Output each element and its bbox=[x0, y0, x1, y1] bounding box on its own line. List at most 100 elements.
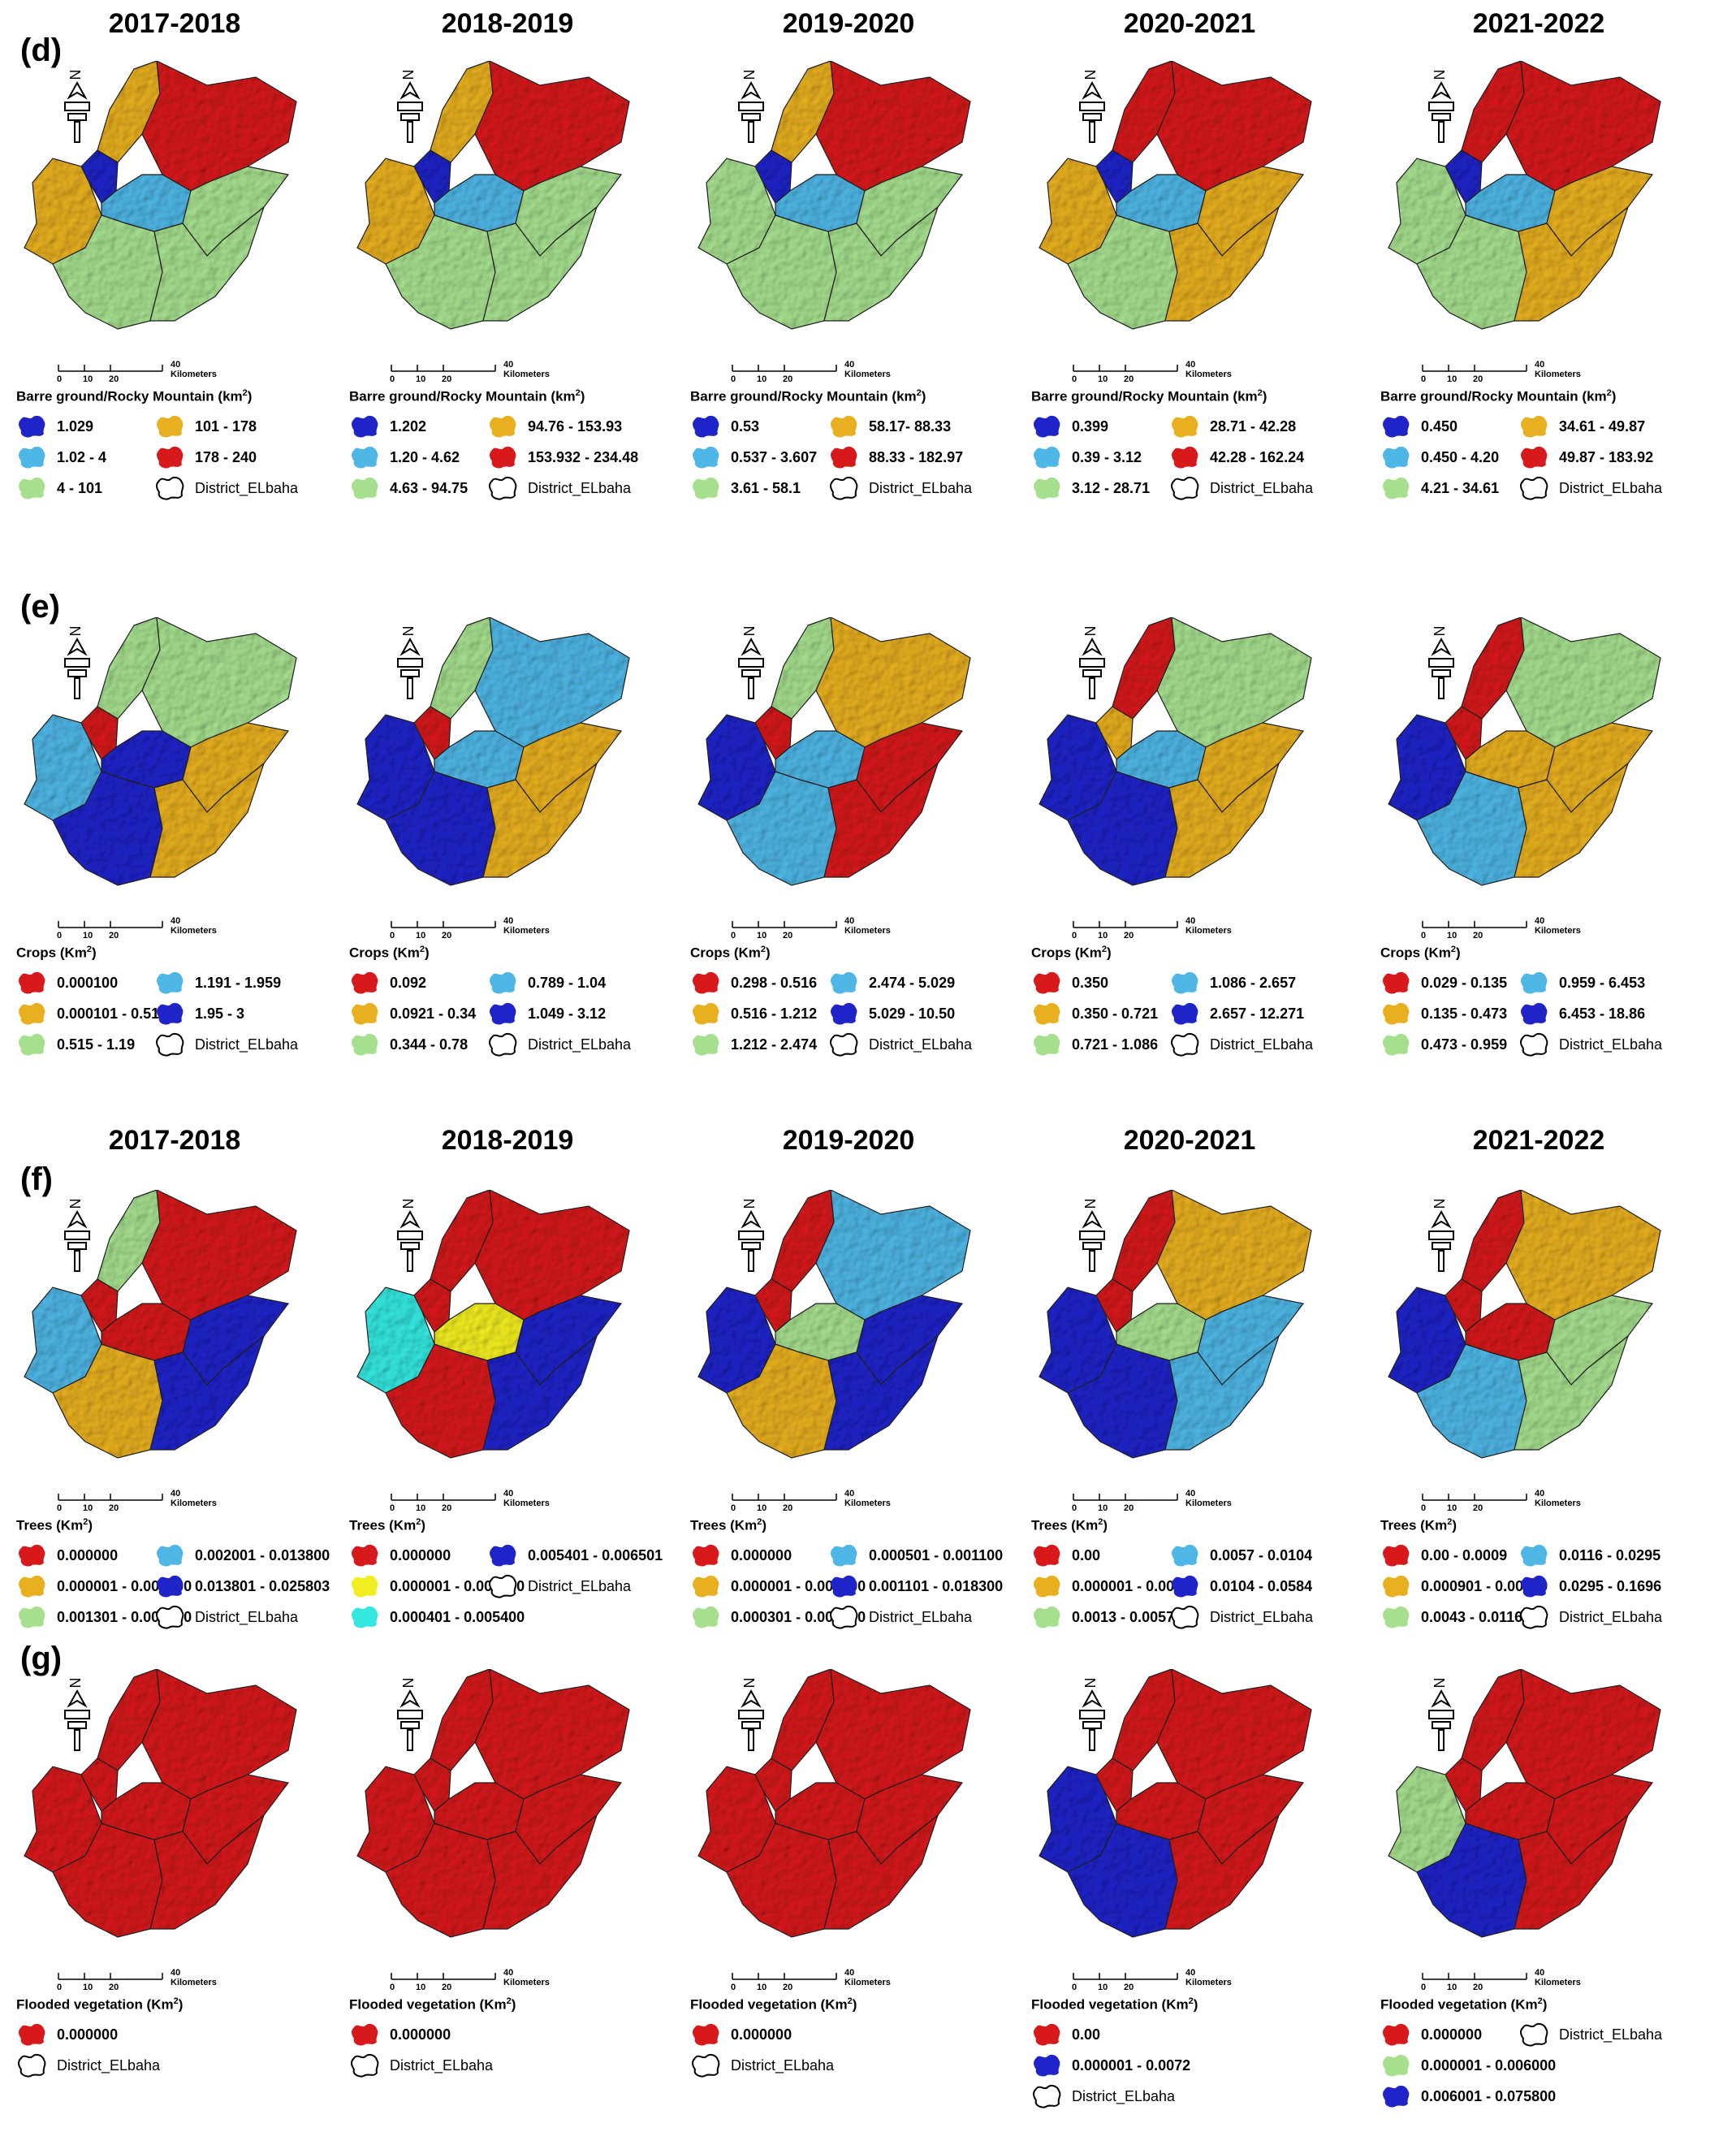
svg-text:N: N bbox=[67, 1199, 84, 1209]
legend-label: 0.473 - 0.959 bbox=[1421, 1036, 1508, 1053]
scale-tick: 0 bbox=[1072, 374, 1077, 384]
legend-item: 0.450 bbox=[1380, 414, 1457, 439]
legend-label: 2.657 - 12.271 bbox=[1210, 1005, 1305, 1022]
district-map-panel: N 40 Kilometers 0 10 20 Barre ground/Rocky Mo… bbox=[1015, 49, 1356, 536]
legend-swatch-icon bbox=[693, 2023, 719, 2046]
legend-swatch-icon bbox=[156, 476, 184, 500]
legend-label: 3.12 - 28.71 bbox=[1072, 479, 1151, 496]
legend-swatch-icon bbox=[1033, 2084, 1061, 2108]
scale-tick: 10 bbox=[1447, 1983, 1457, 1992]
panel-label: (d) bbox=[20, 32, 63, 68]
scale-bar: 40 Kilometers 0 10 20 bbox=[57, 1489, 217, 1513]
legend-title-close: ) bbox=[580, 388, 585, 404]
legend-label: 0.350 - 0.721 bbox=[1072, 1005, 1159, 1022]
scale-tick: 10 bbox=[1098, 374, 1108, 384]
scale-tick: 0 bbox=[731, 1983, 736, 1992]
legend-label: District_ELbaha bbox=[1559, 479, 1663, 496]
legend-title-close: ) bbox=[88, 1517, 93, 1533]
legend-label: 0.537 - 3.607 bbox=[731, 448, 818, 465]
legend-label: 0.000000 bbox=[1421, 2026, 1483, 2043]
legend-label: 0.013801 - 0.025803 bbox=[195, 1577, 330, 1594]
svg-text:N: N bbox=[400, 70, 417, 80]
legend-item-district: District_ELbaha bbox=[1518, 476, 1662, 500]
legend-item: 153.932 - 234.48 bbox=[487, 445, 638, 469]
legend-title-text: Crops (Km bbox=[1031, 945, 1102, 961]
district-region bbox=[149, 1334, 266, 1451]
scale-bar-icon bbox=[1422, 365, 1527, 372]
legend-title-close: ) bbox=[425, 945, 430, 961]
scale-bar-icon bbox=[1073, 1494, 1178, 1501]
legend-item: 0.013801 - 0.025803 bbox=[154, 1574, 330, 1598]
north-arrow: N bbox=[1072, 621, 1112, 703]
legend-item: 0.450 - 4.20 bbox=[1380, 445, 1499, 469]
legend-label: 0.002001 - 0.013800 bbox=[195, 1546, 330, 1563]
legend-item: 0.00 - 0.0009 bbox=[1380, 1543, 1507, 1568]
year-heading: 2019-2020 bbox=[782, 8, 915, 39]
legend-swatch-icon bbox=[1034, 1606, 1060, 1628]
legend-label: 0.000401 - 0.005400 bbox=[390, 1608, 525, 1625]
scale-tick: 10 bbox=[416, 1983, 426, 1992]
legend-title-close: ) bbox=[852, 1996, 857, 2013]
legend-title-text: Barre ground/Rocky Mountain (km bbox=[349, 388, 576, 404]
district-map bbox=[1388, 61, 1661, 330]
scale-bar-icon bbox=[391, 1973, 496, 1980]
district-region bbox=[1514, 205, 1630, 322]
legend-item: 0.000000 bbox=[690, 2022, 792, 2047]
legend-label: 3.61 - 58.1 bbox=[731, 479, 801, 496]
legend-label: 1.212 - 2.474 bbox=[731, 1036, 818, 1053]
legend-swatch-icon bbox=[352, 1002, 378, 1025]
legend-label: 0.350 bbox=[1072, 974, 1109, 991]
scale-tick: 0 bbox=[731, 1503, 736, 1513]
district-map bbox=[697, 1190, 971, 1459]
legend-item-district: District_ELbaha bbox=[349, 2053, 493, 2078]
legend-item: 0.350 bbox=[1031, 971, 1108, 995]
legend-label: 0.000901 - 0.00429 bbox=[1421, 1577, 1548, 1594]
legend-label: 0.0921 - 0.34 bbox=[390, 1005, 477, 1022]
north-arrow-icon: N bbox=[1428, 1199, 1454, 1272]
north-arrow: N bbox=[1421, 1673, 1462, 1754]
legend-title-text: Flooded vegetation (Km bbox=[690, 1996, 848, 2013]
scale-bar: 40 Kilometers 0 10 20 bbox=[1421, 1968, 1581, 1992]
legend-swatch-icon bbox=[1034, 415, 1060, 438]
scale-label: 40 Kilometers bbox=[503, 360, 550, 379]
scale-tick: 20 bbox=[109, 931, 119, 941]
legend-swatch-icon bbox=[1383, 446, 1410, 469]
scale-tick: 10 bbox=[1447, 931, 1457, 941]
svg-text:N: N bbox=[1432, 1199, 1448, 1209]
svg-text:N: N bbox=[400, 1678, 417, 1689]
scale-tick-labels: 40 Kilometers bbox=[844, 360, 891, 379]
legend-label: 0.53 bbox=[731, 417, 760, 435]
legend-item: 0.399 bbox=[1031, 414, 1108, 439]
legend-title-close: ) bbox=[1193, 1996, 1198, 2013]
legend-item: 0.298 - 0.516 bbox=[690, 971, 817, 995]
scale-tick: 20 bbox=[442, 374, 452, 384]
legend-item: 0.00 bbox=[1031, 1543, 1100, 1568]
legend-swatch-icon bbox=[1034, 1544, 1060, 1567]
scale-bar-icon bbox=[1073, 921, 1178, 928]
district-map-panel: N 40 Kilometers 0 10 20 Crops (Km2) 0.000100 0.… bbox=[0, 605, 341, 1092]
scale-tick: 20 bbox=[109, 1503, 119, 1513]
district-region bbox=[1514, 1334, 1630, 1451]
legend-swatch-icon bbox=[352, 2023, 378, 2046]
legend-title-close: ) bbox=[921, 388, 926, 404]
scale-tick: 20 bbox=[783, 1983, 793, 1992]
district-map bbox=[1388, 1669, 1661, 1938]
legend-item: 1.191 - 1.959 bbox=[154, 971, 281, 995]
legend-swatch-icon bbox=[1171, 1032, 1199, 1057]
legend-swatch-icon bbox=[352, 1606, 378, 1628]
legend-label: District_ELbaha bbox=[195, 1608, 299, 1625]
svg-text:N: N bbox=[67, 70, 84, 80]
legend-label: 0.0057 - 0.0104 bbox=[1210, 1546, 1313, 1563]
legend-title: Crops (Km2) bbox=[690, 945, 771, 962]
legend-item: 0.002001 - 0.013800 bbox=[154, 1543, 330, 1568]
legend-label: 0.298 - 0.516 bbox=[731, 974, 818, 991]
legend-label: 0.39 - 3.12 bbox=[1072, 448, 1142, 465]
scale-label: 40 Kilometers bbox=[171, 1489, 217, 1508]
north-arrow-icon: N bbox=[738, 626, 764, 699]
legend-item-district: District_ELbaha bbox=[828, 1605, 972, 1629]
legend-label: 4 - 101 bbox=[57, 479, 103, 496]
year-heading: 2018-2019 bbox=[441, 8, 574, 39]
north-arrow-icon: N bbox=[1079, 70, 1105, 143]
legend-swatch-icon bbox=[1383, 2023, 1410, 2046]
legend-swatch-icon bbox=[156, 1605, 184, 1629]
